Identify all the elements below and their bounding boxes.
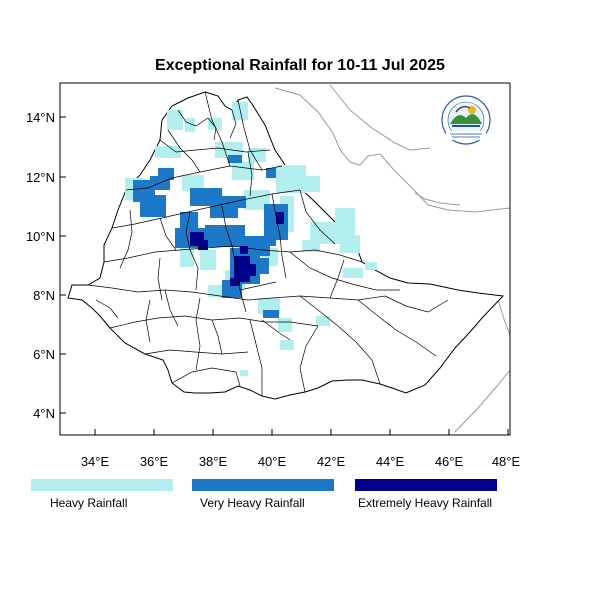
legend-swatch-very-heavy (192, 479, 334, 491)
lon-tick-label: 42°E (317, 454, 346, 469)
lon-tick-label: 44°E (376, 454, 405, 469)
lon-tick-label: 46°E (435, 454, 464, 469)
lat-tick-labels: 14°N 12°N 10°N 8°N 6°N 4°N (26, 110, 55, 421)
legend-label-very-heavy: Very Heavy Rainfall (200, 496, 305, 510)
legend-swatch-extremely-heavy (355, 479, 497, 491)
lon-tick-label: 38°E (199, 454, 228, 469)
admin-boundaries (87, 91, 449, 396)
lat-tick-label: 14°N (26, 110, 55, 125)
legend-swatch-heavy (31, 479, 173, 491)
lat-tick-label: 4°N (33, 406, 55, 421)
lon-tick-labels: 34°E 36°E 38°E 40°E 42°E 44°E 46°E 48°E (81, 454, 521, 469)
extremely-heavy-rainfall-areas (190, 212, 284, 286)
legend-label-extremely-heavy: Extremely Heavy Rainfall (358, 496, 493, 510)
lat-tick-label: 12°N (26, 170, 55, 185)
lat-tick-label: 8°N (33, 288, 55, 303)
legend-label-heavy: Heavy Rainfall (50, 496, 128, 510)
lon-tick-label: 40°E (258, 454, 287, 469)
plot-frame (59, 82, 511, 436)
lat-tick-label: 10°N (26, 229, 55, 244)
lon-tick-label: 48°E (492, 454, 521, 469)
coastline-lines (274, 84, 510, 433)
ethiopian-meteorology-institute-logo (441, 95, 491, 145)
lat-tick-label: 6°N (33, 347, 55, 362)
lon-tick-label: 34°E (81, 454, 110, 469)
lon-tick-label: 36°E (140, 454, 169, 469)
tick-marks (60, 116, 509, 435)
map-title: Exceptional Rainfall for 10-11 Jul 2025 (155, 57, 445, 74)
country-outline (67, 91, 505, 400)
